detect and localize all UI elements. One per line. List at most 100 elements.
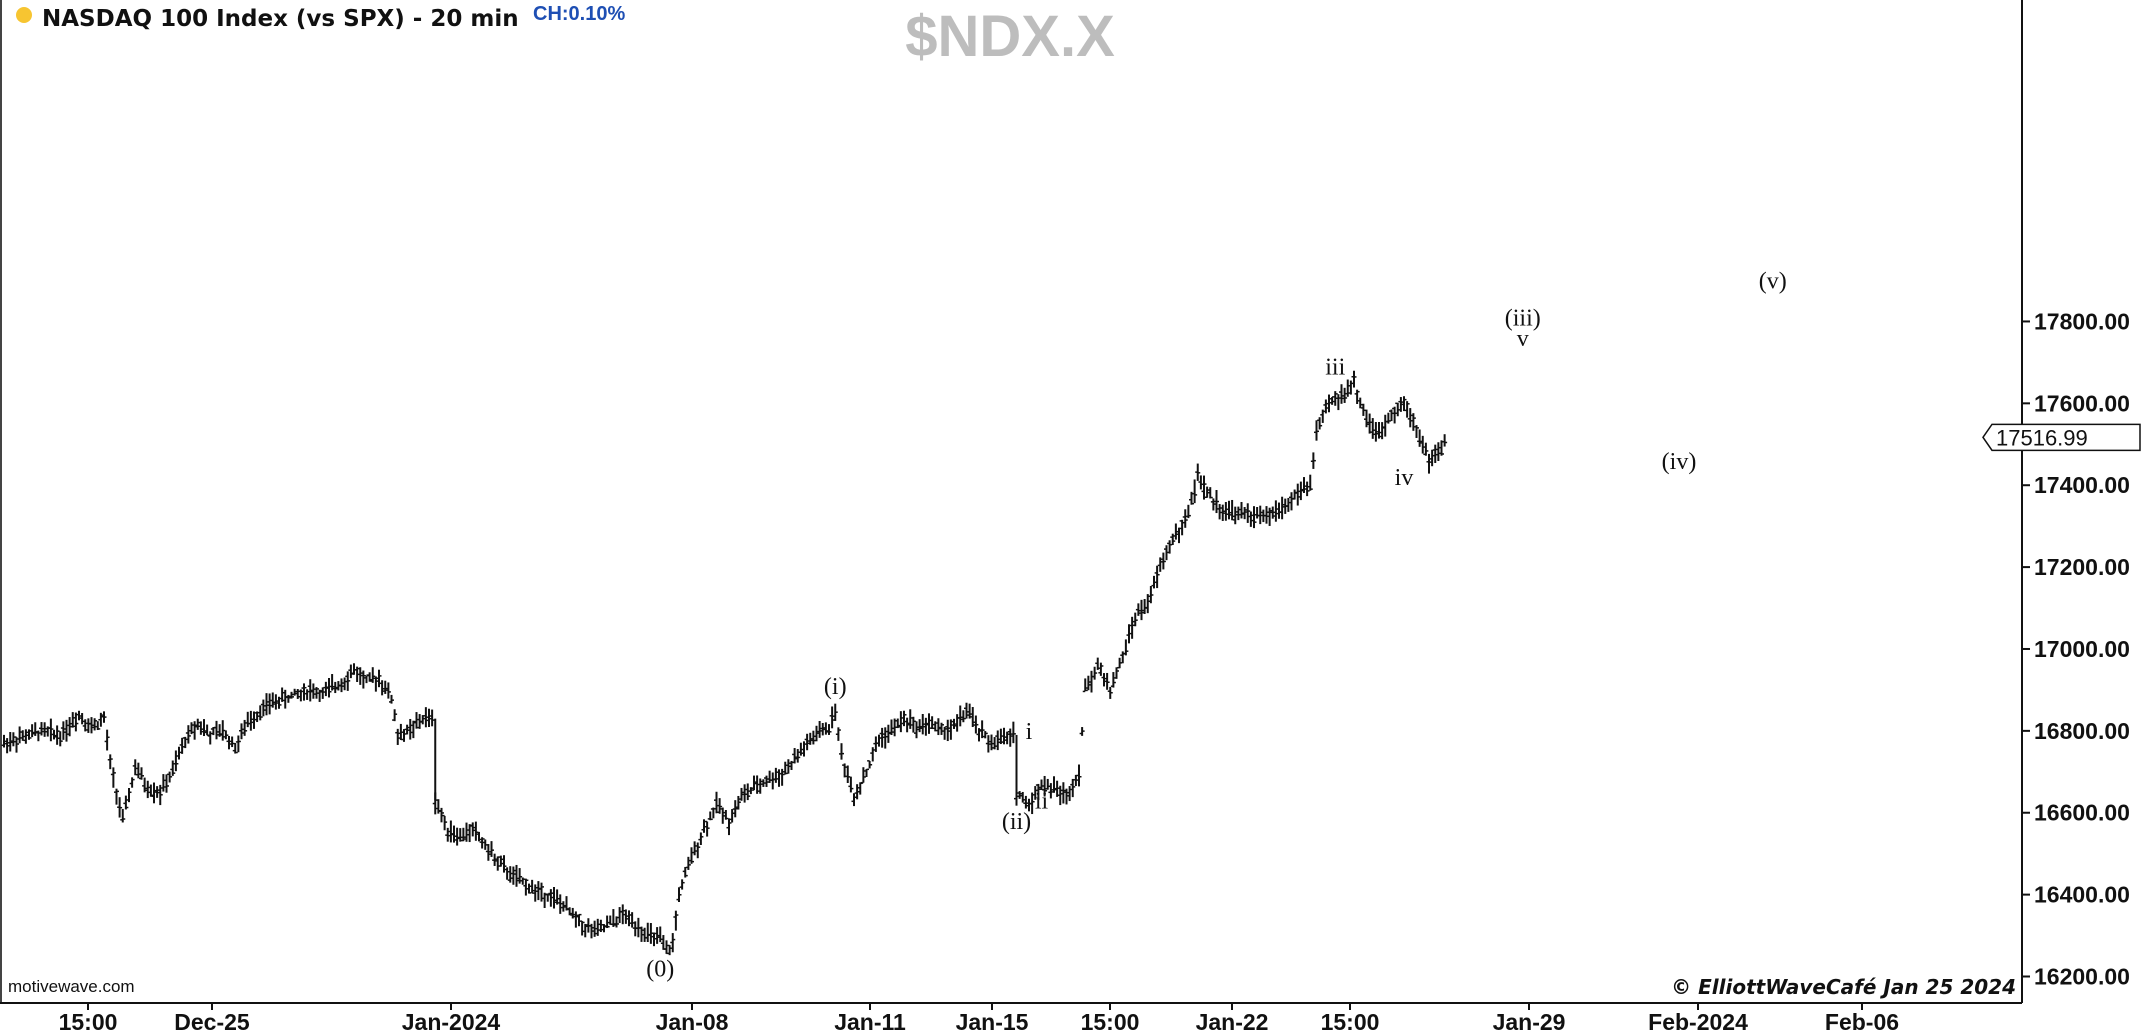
price-bar <box>1382 414 1388 437</box>
price-bar <box>179 737 185 754</box>
price-bar <box>1432 444 1438 463</box>
price-bar <box>1326 394 1332 413</box>
price-bar <box>60 721 66 740</box>
price-bar <box>801 741 807 757</box>
price-bar <box>17 726 23 744</box>
price-bar <box>951 718 957 729</box>
price-bar <box>660 935 666 950</box>
x-tick-label: Jan-15 <box>956 1009 1029 1033</box>
price-bar <box>857 782 863 795</box>
price-bar <box>226 736 232 750</box>
price-bar <box>1104 672 1110 690</box>
price-bar <box>1048 783 1054 799</box>
price-bar <box>1020 791 1026 803</box>
price-bar <box>114 788 119 805</box>
price-bar <box>442 814 448 831</box>
price-bar <box>910 716 916 733</box>
price-bar <box>560 901 566 912</box>
price-bar <box>795 749 801 763</box>
price-bar <box>285 694 291 703</box>
price-bar <box>648 923 654 944</box>
price-bar <box>323 681 329 697</box>
price-bar <box>1189 491 1194 505</box>
x-tick-label: 15:00 <box>59 1009 118 1033</box>
price-bar <box>151 782 157 804</box>
price-bar <box>220 720 226 741</box>
price-bar <box>1095 657 1101 670</box>
price-bar <box>1289 492 1294 511</box>
price-bar <box>914 721 919 739</box>
price-bar <box>1279 496 1285 520</box>
price-bar <box>54 725 60 745</box>
price-bar <box>1170 533 1176 545</box>
price-bar <box>232 743 238 754</box>
price-bar <box>473 821 479 841</box>
price-bar <box>389 694 394 704</box>
price-bar <box>529 879 535 894</box>
price-bar <box>1023 795 1029 809</box>
price-bar <box>548 889 554 907</box>
price-bar <box>123 795 129 810</box>
price-bar <box>1039 779 1044 791</box>
price-bar <box>1410 413 1416 431</box>
price-bar <box>1010 721 1016 744</box>
price-bar <box>51 729 57 740</box>
price-bar <box>957 705 963 727</box>
price-bar <box>445 827 451 842</box>
price-bar <box>945 719 951 742</box>
price-bar <box>892 718 898 737</box>
price-bar <box>826 724 832 735</box>
price-bar <box>570 907 576 919</box>
last-price-marker: 17516.99 <box>1982 423 2141 452</box>
price-bar <box>1167 540 1173 554</box>
price-bar <box>1442 434 1448 447</box>
price-bar <box>1354 389 1360 404</box>
price-bar <box>639 926 644 942</box>
price-bar <box>589 923 594 939</box>
price-bar <box>1335 394 1341 411</box>
price-bar <box>339 678 344 693</box>
x-tick-label: Jan-08 <box>656 1009 729 1033</box>
price-bar <box>685 856 691 870</box>
price-bar <box>989 734 994 751</box>
price-bar <box>395 728 401 745</box>
price-bar <box>1204 486 1210 499</box>
price-bar <box>717 798 723 814</box>
price-bar <box>70 712 76 728</box>
price-bar <box>360 670 366 689</box>
price-bar <box>723 810 729 820</box>
price-bar <box>917 719 923 733</box>
price-bar <box>798 742 804 756</box>
price-bar <box>1360 403 1366 416</box>
status-dot-icon <box>16 7 32 23</box>
price-bar <box>182 736 188 749</box>
price-bar <box>373 676 379 692</box>
price-bar <box>310 683 316 699</box>
price-bar <box>164 774 169 793</box>
price-bar <box>101 711 107 723</box>
x-tick-label: Feb-06 <box>1825 1009 1899 1033</box>
price-bar <box>139 767 144 780</box>
price-bar <box>1370 418 1376 439</box>
price-bar <box>995 730 1001 751</box>
price-bar <box>1276 502 1282 519</box>
price-bar <box>970 707 976 728</box>
price-bar <box>1192 479 1198 504</box>
price-bar <box>1135 603 1141 616</box>
price-bar <box>754 775 760 794</box>
price-bar <box>1376 422 1382 439</box>
price-bar <box>414 712 419 729</box>
price-bar <box>985 735 991 753</box>
price-bar <box>489 841 494 857</box>
price-bar <box>1351 370 1357 388</box>
price-bar <box>973 715 979 734</box>
price-bar <box>1401 396 1407 412</box>
price-bar <box>1389 409 1394 422</box>
price-bar <box>295 689 301 699</box>
price-bar <box>964 702 969 719</box>
price-bar <box>576 913 582 927</box>
price-bar <box>235 735 241 753</box>
x-tick-label: 15:00 <box>1321 1009 1380 1033</box>
price-bar <box>148 784 154 797</box>
